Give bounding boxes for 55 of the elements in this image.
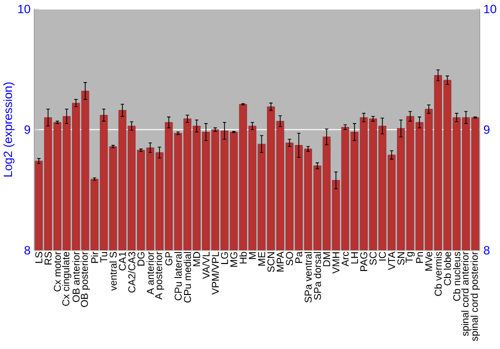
x-tick-label: A anterior: [146, 252, 154, 295]
x-tick-label: SN: [397, 252, 404, 265]
x-tick-label: VPM/VPL: [212, 252, 219, 295]
x-tick-label: A posterior: [154, 252, 164, 300]
x-tick-label: spinal cord anterior: [461, 252, 471, 336]
x-tick-label: OB posterior: [80, 252, 90, 307]
x-tick-label: Arc: [342, 252, 349, 266]
x-tick-label: SO: [286, 252, 294, 266]
x-tick-label: Tu: [100, 252, 108, 263]
x-tick-label: SPa dorsal: [314, 252, 322, 300]
x-tick-label: IC: [378, 252, 386, 261]
x-tick-label: Pa: [295, 251, 302, 263]
x-tick-label: Hb: [239, 252, 247, 264]
x-tick-label: Pn: [416, 252, 423, 263]
x-tick-label: MVe: [425, 252, 432, 271]
x-tick-label: MPA: [276, 251, 284, 272]
x-tick-label: spinal cord posterior: [470, 252, 480, 341]
x-tick-label: Cx cingulate: [62, 252, 72, 306]
x-tick-label: SC: [370, 252, 377, 265]
x-tick-label: Cb nucleus: [452, 252, 460, 301]
x-tick-label: LH: [351, 252, 358, 264]
x-tick-label: DG: [137, 252, 144, 266]
x-tick-label: MD: [193, 252, 200, 266]
x-tick-label: M: [248, 252, 256, 259]
y-axis-title: Log2 (expression): [3, 82, 14, 177]
x-tick-label: Tg: [406, 252, 415, 263]
x-tick-label: DM: [323, 252, 330, 266]
x-tick-label: CPu lateral: [174, 252, 182, 300]
x-tick-label: LS: [35, 252, 42, 263]
x-tick-label: OB anterior: [72, 252, 80, 302]
x-tick-label: Cb lobe: [444, 252, 452, 286]
x-tick-label: CPu medial: [184, 252, 192, 303]
x-tick-label: ME: [258, 252, 266, 266]
x-tick-label: SPa ventral: [304, 252, 312, 303]
x-tick-label: LG: [220, 252, 228, 264]
x-tick-label: GP: [165, 252, 172, 266]
y2-tick-label: 9: [484, 125, 490, 134]
x-tick-label: CA2/CA3: [128, 252, 136, 293]
x-tick-label: VA/VL: [202, 252, 210, 279]
y-tick-label: 8: [24, 246, 30, 255]
x-tick-label: SCN: [267, 252, 274, 272]
x-tick-label: MG: [230, 252, 238, 267]
x-tick-label: CA1: [118, 252, 126, 270]
x-tick-label: Cx motor: [54, 252, 61, 292]
x-tick-label: Pir: [90, 252, 98, 263]
x-tick-label: Cb vermis: [434, 252, 442, 296]
x-tick-label: RS: [44, 252, 52, 265]
y-tick-label: 10: [18, 4, 30, 14]
x-tick-label: VTA: [388, 251, 396, 270]
x-tick-label: VMH: [332, 252, 340, 274]
y2-tick-label: 10: [484, 4, 496, 14]
y2-tick-label: 8: [484, 246, 490, 254]
x-tick-label: PAG: [360, 252, 368, 271]
y-tick-label: 9: [24, 125, 30, 134]
x-tick-label: ventral S: [109, 252, 117, 291]
